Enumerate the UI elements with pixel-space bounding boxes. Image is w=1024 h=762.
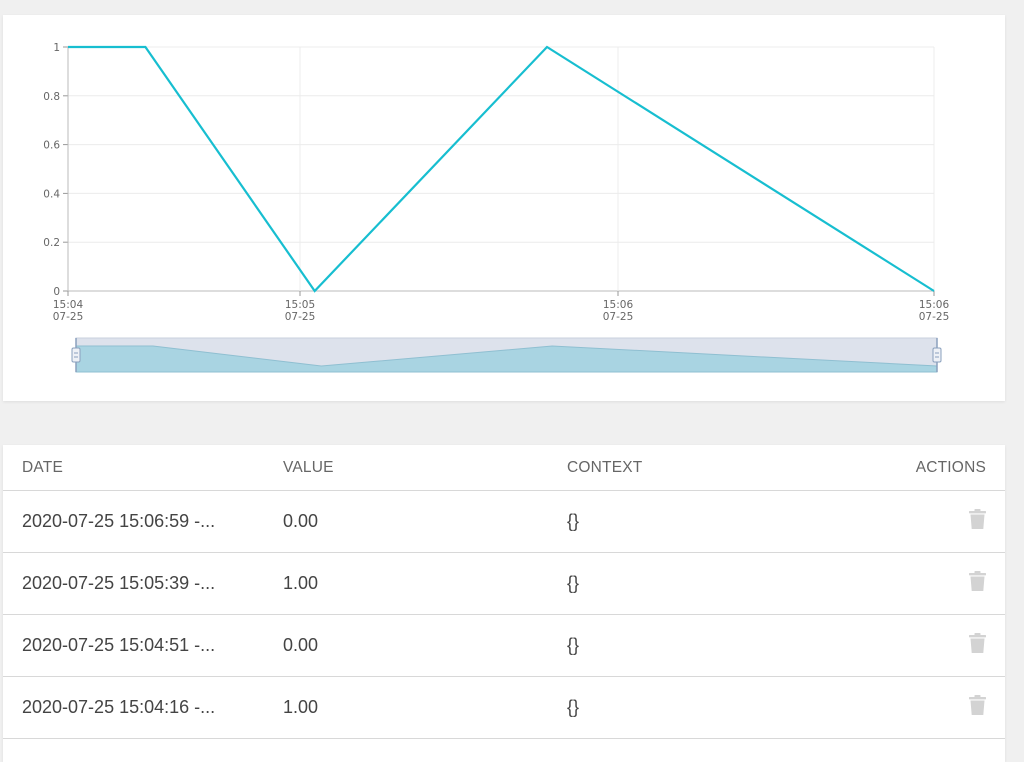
cell-actions	[887, 614, 1005, 677]
y-tick-label: 0.4	[43, 188, 60, 200]
data-table: DATE VALUE CONTEXT ACTIONS 2020-07-25 15…	[3, 445, 1005, 739]
cell-context: {}	[567, 490, 887, 553]
cell-context: {}	[567, 552, 887, 615]
x-tick-label-date: 07-25	[603, 311, 634, 323]
x-tick-label-time: 15:05	[285, 299, 315, 311]
x-tick-label-time: 15:04	[53, 299, 84, 311]
chart-card: 0 0.2 0.4 0.6 0.8 1 15:04 07-25 15:05 07-25 15:06 0…	[3, 15, 1005, 401]
series-line	[68, 45, 935, 293]
column-header-actions: ACTIONS	[887, 445, 1005, 491]
x-tick-label-date: 07-25	[285, 311, 316, 323]
cell-context: {}	[567, 614, 887, 677]
table-row: 2020-07-25 15:05:39 -... 1.00 {}	[3, 552, 1005, 615]
table-row: 2020-07-25 15:04:16 -... 1.00 {}	[3, 676, 1005, 739]
y-tick-label: 0.2	[43, 237, 60, 249]
x-tick-label-time: 15:06	[919, 299, 950, 311]
cell-date: 2020-07-25 15:04:16 -...	[3, 676, 283, 739]
cell-value: 0.00	[283, 614, 567, 677]
cell-actions	[887, 552, 1005, 615]
zoom-handle-right[interactable]	[932, 347, 942, 363]
cell-date: 2020-07-25 15:04:51 -...	[3, 614, 283, 677]
column-header-value[interactable]: VALUE	[283, 445, 567, 491]
table-row: 2020-07-25 15:04:51 -... 0.00 {}	[3, 614, 1005, 677]
zoom-handle-left[interactable]	[71, 347, 81, 363]
column-header-context[interactable]: CONTEXT	[567, 445, 887, 491]
trash-icon[interactable]	[969, 509, 986, 534]
x-tick-label-date: 07-25	[919, 311, 950, 323]
cell-date: 2020-07-25 15:05:39 -...	[3, 552, 283, 615]
y-tick-label: 0	[53, 286, 60, 298]
y-tick-label: 1	[53, 42, 60, 54]
x-tick-label-time: 15:06	[603, 299, 634, 311]
cell-date: 2020-07-25 15:06:59 -...	[3, 490, 283, 553]
trash-icon[interactable]	[969, 571, 986, 596]
cell-value: 1.00	[283, 676, 567, 739]
y-tick-label: 0.6	[43, 140, 60, 152]
y-tick-label: 0.8	[43, 91, 60, 103]
cell-actions	[887, 490, 1005, 553]
trash-icon[interactable]	[969, 695, 986, 720]
table-row: 2020-07-25 15:06:59 -... 0.00 {}	[3, 490, 1005, 553]
cell-value: 0.00	[283, 490, 567, 553]
data-table-card: DATE VALUE CONTEXT ACTIONS 2020-07-25 15…	[3, 445, 1005, 762]
table-header-row: DATE VALUE CONTEXT ACTIONS	[3, 445, 1005, 491]
cell-context: {}	[567, 676, 887, 739]
column-header-date[interactable]: DATE	[3, 445, 283, 491]
cell-actions	[887, 676, 1005, 739]
line-chart: 00.20.40.60.8115:0407-2515:0507-2515:060…	[43, 42, 950, 373]
x-tick-label-date: 07-25	[53, 311, 84, 323]
trash-icon[interactable]	[969, 633, 986, 658]
cell-value: 1.00	[283, 552, 567, 615]
